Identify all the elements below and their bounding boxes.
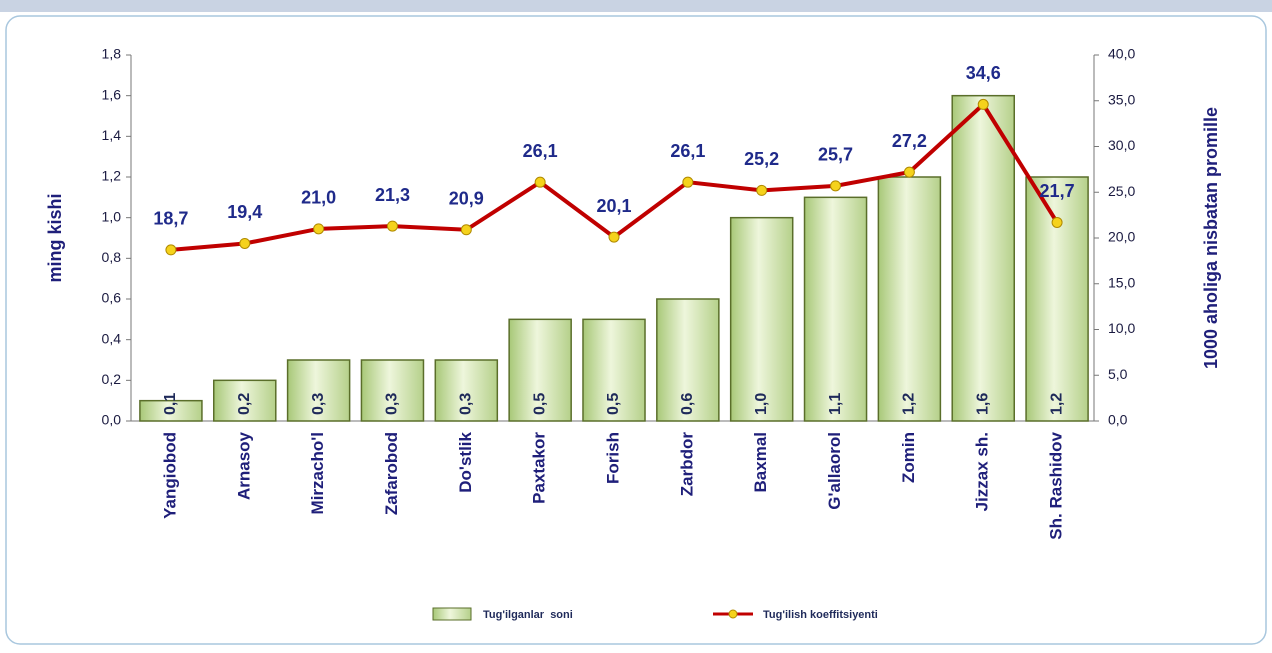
x-tick-label: Zomin	[899, 432, 918, 483]
y-tick-label: 1,4	[102, 127, 122, 143]
legend-swatch	[432, 607, 472, 621]
line-marker	[608, 231, 620, 243]
y2-axis-label: 1000 aholiga nisbatan promille	[1201, 107, 1221, 369]
x-tick-label: Forish	[603, 432, 622, 484]
legend-label: Tug'ilish koeffitsiyenti	[763, 609, 878, 621]
bar-value-label: 0,5	[531, 393, 548, 415]
x-tick-label: Arnasoy	[234, 431, 253, 500]
line-value-label: 26,1	[523, 141, 558, 161]
line-value-label: 20,1	[596, 196, 631, 216]
bar	[729, 216, 794, 422]
bar	[877, 176, 942, 422]
x-tick-label: Do'stlik	[456, 431, 475, 492]
bar-value-label: 0,1	[162, 393, 179, 415]
bar-value-label: 1,2	[1048, 393, 1065, 415]
line-marker	[682, 176, 694, 188]
x-tick-label: Paxtakor	[530, 432, 549, 504]
bar-value-label: 1,6	[974, 393, 991, 415]
bar-value-label: 0,5	[605, 393, 622, 415]
line-marker	[830, 180, 842, 192]
bar	[508, 318, 572, 422]
line-value-label: 19,4	[227, 202, 262, 222]
y-tick-label: 1,2	[102, 168, 122, 184]
y2-tick-label: 0,0	[1108, 412, 1128, 428]
y2-tick-label: 20,0	[1108, 229, 1135, 245]
bar	[803, 196, 868, 422]
y2-tick-label: 40,0	[1108, 46, 1135, 62]
y-tick-label: 0,6	[102, 290, 122, 306]
y-axis-label: ming kishi	[45, 193, 65, 282]
x-tick-label: Yangiobod	[160, 432, 179, 519]
line-marker	[534, 176, 546, 188]
line-value-label: 25,2	[744, 149, 779, 169]
y-tick-label: 1,6	[102, 86, 122, 102]
x-tick-label: G'allaorol	[825, 432, 844, 510]
y2-tick-label: 15,0	[1108, 274, 1135, 290]
y2-tick-label: 10,0	[1108, 320, 1135, 336]
bar-value-label: 0,6	[679, 393, 696, 415]
bar-value-label: 1,0	[753, 393, 770, 415]
y-tick-label: 0,8	[102, 249, 122, 265]
x-tick-label: Zarbdor	[677, 432, 696, 497]
y2-tick-label: 30,0	[1108, 137, 1135, 153]
line-value-label: 34,6	[966, 63, 1001, 83]
line-value-label: 25,7	[818, 145, 853, 165]
y-tick-label: 1,8	[102, 46, 122, 62]
x-tick-label: Mirzacho'l	[308, 432, 327, 514]
bar	[286, 359, 351, 422]
bar-value-label: 1,2	[901, 393, 918, 415]
bar-value-label: 0,3	[310, 393, 327, 415]
bar	[139, 399, 203, 422]
top-strip	[0, 0, 1272, 12]
bar	[360, 359, 425, 422]
line-value-label: 21,0	[301, 188, 336, 208]
line-value-label: 21,7	[1040, 181, 1075, 201]
y2-tick-label: 25,0	[1108, 183, 1135, 199]
bar	[434, 359, 499, 422]
bar-value-label: 0,2	[236, 393, 253, 415]
bar	[213, 379, 277, 422]
bar-value-label: 0,3	[458, 393, 475, 415]
line-value-label: 21,3	[375, 185, 410, 205]
y-tick-label: 0,2	[102, 371, 122, 387]
bar	[582, 318, 646, 422]
bar	[656, 298, 720, 422]
x-tick-label: Baxmal	[751, 432, 770, 492]
bar	[951, 94, 1015, 422]
line-marker	[386, 220, 398, 232]
y2-tick-label: 35,0	[1108, 91, 1135, 107]
line-marker	[313, 223, 325, 235]
line-marker	[903, 166, 915, 178]
x-tick-label: Jizzax sh.	[973, 432, 992, 511]
legend-label: Tug'ilganlar soni	[483, 609, 573, 621]
legend-marker	[728, 609, 738, 619]
line-marker	[977, 98, 989, 110]
bar-value-label: 0,3	[384, 393, 401, 415]
y-tick-label: 1,0	[102, 208, 122, 224]
bar-value-label: 1,1	[827, 393, 844, 415]
y2-tick-label: 5,0	[1108, 366, 1128, 382]
line-value-label: 27,2	[892, 131, 927, 151]
y-tick-label: 0,4	[102, 330, 122, 346]
y-tick-label: 0,0	[102, 412, 122, 428]
x-tick-label: Zafarobod	[382, 432, 401, 515]
line-marker	[239, 237, 251, 249]
line-value-label: 20,9	[449, 189, 484, 209]
line-value-label: 26,1	[670, 141, 705, 161]
line-marker	[165, 244, 177, 256]
bar	[1025, 176, 1089, 422]
line-marker	[460, 224, 472, 236]
line-marker	[756, 184, 768, 196]
line-marker	[1051, 216, 1063, 228]
x-tick-label: Sh. Rashidov	[1047, 431, 1066, 539]
line-value-label: 18,7	[153, 209, 188, 229]
